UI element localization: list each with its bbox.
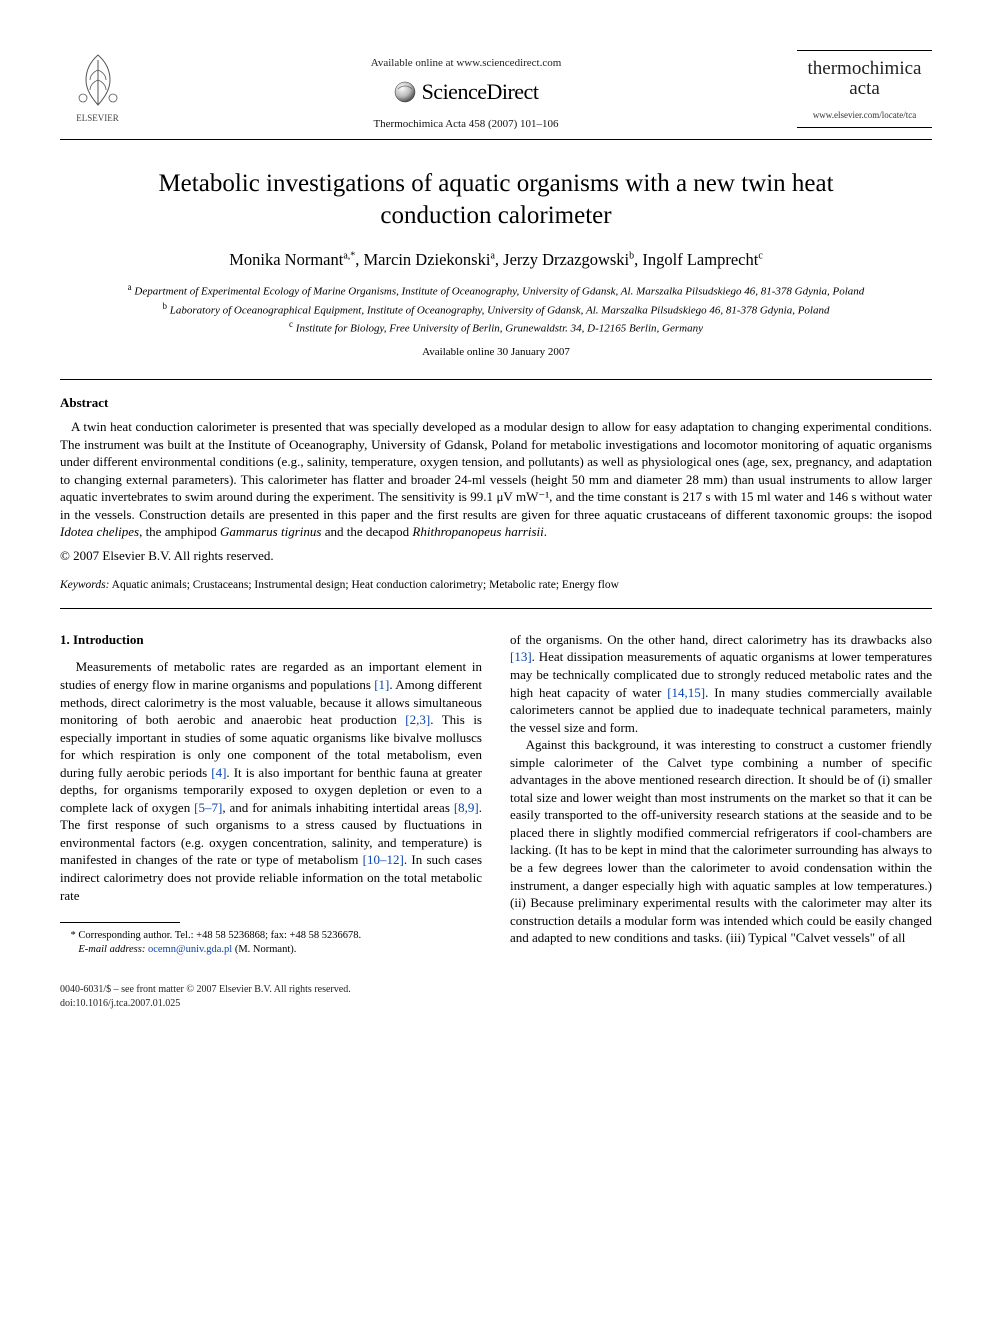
affil-text: Laboratory of Oceanographical Equipment,… (170, 304, 830, 316)
affil-mark: a (128, 282, 132, 292)
citation-link[interactable]: [13] (510, 649, 532, 664)
author: Ingolf Lamprecht (642, 250, 758, 269)
abstract-text: , the amphipod (139, 524, 220, 539)
citation-link[interactable]: [8,9] (454, 800, 479, 815)
body-paragraph: Against this background, it was interest… (510, 736, 932, 947)
abstract-top-rule (60, 379, 932, 380)
footer-line: 0040-6031/$ – see front matter © 2007 El… (60, 983, 932, 997)
citation-link[interactable]: [2,3] (405, 712, 430, 727)
footer-line: doi:10.1016/j.tca.2007.01.025 (60, 997, 932, 1011)
author-mark: a,* (343, 250, 355, 261)
body-text: , and for animals inhabiting intertidal … (222, 800, 454, 815)
author-mark: a (490, 250, 494, 261)
footnote-separator (60, 922, 180, 923)
abstract-text: and the decapod (321, 524, 412, 539)
publication-date: Available online 30 January 2007 (60, 345, 932, 360)
availability-line: Available online at www.sciencedirect.co… (135, 56, 797, 71)
footnote-line: * Corresponding author. Tel.: +48 58 523… (60, 929, 482, 943)
abstract-bottom-rule (60, 608, 932, 609)
body-columns: 1. Introduction Measurements of metaboli… (60, 631, 932, 958)
article-title: Metabolic investigations of aquatic orga… (120, 168, 872, 231)
publisher-logo: ELSEVIER (60, 50, 135, 124)
body-paragraph: of the organisms. On the other hand, dir… (510, 631, 932, 736)
header-rule (60, 139, 932, 140)
author: Jerzy Drzazgowski (503, 250, 629, 269)
sciencedirect-logo: ScienceDirect (394, 77, 539, 107)
citation-link[interactable]: [1] (374, 677, 389, 692)
journal-cover-box: thermochimica acta www.elsevier.com/loca… (797, 50, 932, 128)
sciencedirect-icon (394, 81, 416, 103)
author-mark: b (629, 250, 634, 261)
species-name: Gammarus tigrinus (220, 524, 322, 539)
page-header: ELSEVIER Available online at www.science… (60, 50, 932, 131)
species-name: Rhithropanopeus harrisii (412, 524, 543, 539)
affil-text: Institute for Biology, Free University o… (296, 323, 703, 335)
email-label: E-mail address: (78, 944, 145, 955)
journal-reference: Thermochimica Acta 458 (2007) 101–106 (135, 117, 797, 132)
citation-link[interactable]: [14,15] (667, 685, 705, 700)
citation-link[interactable]: [5–7] (194, 800, 222, 815)
sciencedirect-text: ScienceDirect (422, 77, 539, 107)
keywords-list: Aquatic animals; Crustaceans; Instrument… (109, 579, 618, 591)
section-heading: 1. Introduction (60, 631, 482, 649)
publisher-name: ELSEVIER (60, 112, 135, 124)
page-footer: 0040-6031/$ – see front matter © 2007 El… (60, 983, 932, 1010)
abstract-text: A twin heat conduction calorimeter is pr… (60, 419, 935, 522)
author-list: Monika Normanta,*, Marcin Dziekonskia, J… (60, 249, 932, 271)
affil-mark: b (163, 301, 168, 311)
header-center: Available online at www.sciencedirect.co… (135, 50, 797, 131)
body-text: of the organisms. On the other hand, dir… (510, 632, 932, 647)
author: Monika Normant (229, 250, 343, 269)
abstract-heading: Abstract (60, 394, 932, 412)
elsevier-tree-icon (68, 50, 128, 110)
footnote-line: E-mail address: ocemn@univ.gda.pl (M. No… (60, 943, 482, 957)
author: Marcin Dziekonski (364, 250, 491, 269)
citation-link[interactable]: [10–12] (363, 852, 404, 867)
abstract-body: A twin heat conduction calorimeter is pr… (60, 418, 932, 541)
keywords-line: Keywords: Aquatic animals; Crustaceans; … (60, 578, 932, 594)
citation-link[interactable]: [4] (211, 765, 226, 780)
body-paragraph: Measurements of metabolic rates are rega… (60, 658, 482, 904)
affiliations: a Department of Experimental Ecology of … (60, 281, 932, 337)
footnote-tail: (M. Normant). (232, 944, 296, 955)
journal-name: thermochimica acta (801, 59, 928, 99)
species-name: Idotea chelipes (60, 524, 139, 539)
email-link[interactable]: ocemn@univ.gda.pl (148, 944, 232, 955)
abstract-text: . (544, 524, 547, 539)
keywords-label: Keywords: (60, 579, 109, 591)
author-mark: c (758, 250, 762, 261)
affil-mark: c (289, 319, 293, 329)
affil-text: Department of Experimental Ecology of Ma… (134, 286, 864, 298)
copyright-line: © 2007 Elsevier B.V. All rights reserved… (60, 547, 932, 565)
journal-url: www.elsevier.com/locate/tca (801, 109, 928, 121)
corresponding-author-footnote: * Corresponding author. Tel.: +48 58 523… (60, 929, 482, 957)
